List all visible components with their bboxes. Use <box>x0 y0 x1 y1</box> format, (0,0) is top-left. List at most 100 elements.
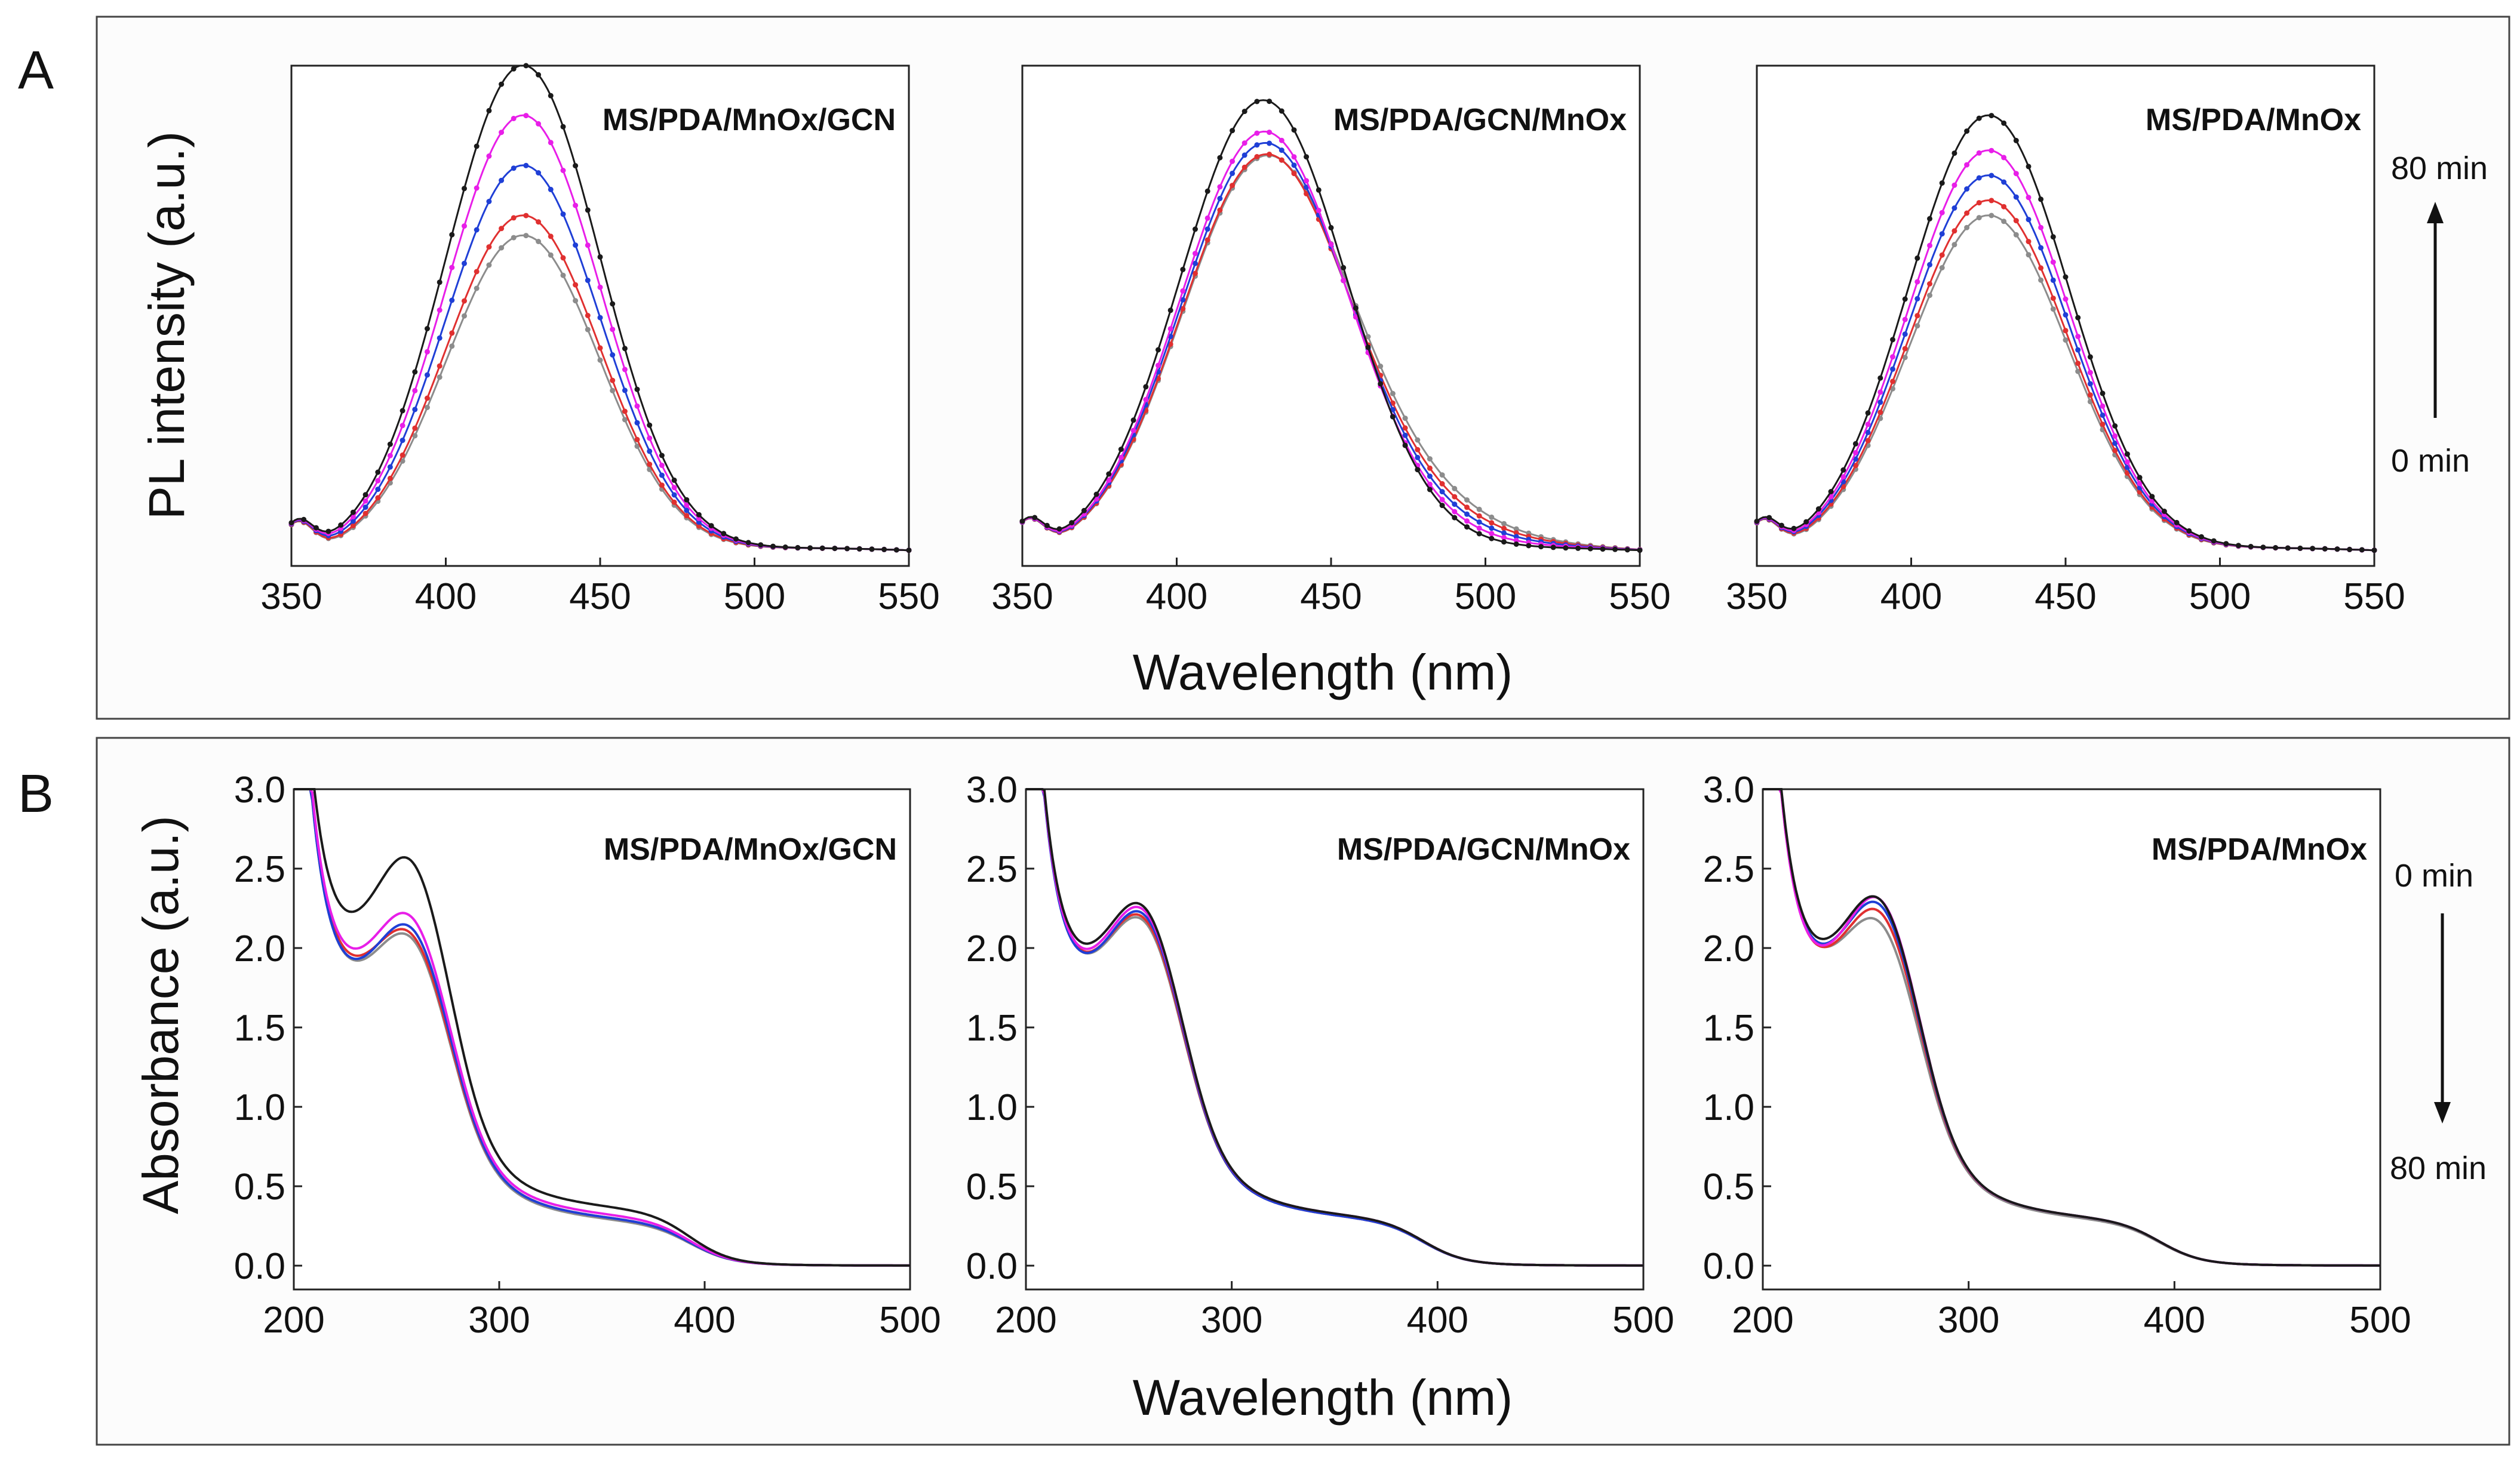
y-tick-label: 2.5 <box>1703 849 1754 890</box>
data-point <box>1464 524 1470 530</box>
data-point <box>832 546 838 552</box>
data-point <box>2273 545 2279 550</box>
data-point <box>486 199 492 204</box>
data-point <box>1952 205 1957 211</box>
data-point <box>1230 158 1236 164</box>
data-point <box>2100 403 2106 409</box>
data-point <box>1513 526 1519 532</box>
data-point <box>1464 504 1470 510</box>
data-point <box>2260 544 2266 550</box>
data-point <box>2063 274 2069 280</box>
data-point <box>2013 137 2019 143</box>
data-point <box>1155 362 1161 368</box>
data-point <box>1452 494 1458 500</box>
data-point <box>671 485 677 491</box>
data-point <box>659 482 665 488</box>
data-point <box>1526 543 1532 549</box>
data-point <box>1865 421 1871 427</box>
x-tick-label: 500 <box>1612 1300 1674 1341</box>
plot-area <box>1025 788 1645 1291</box>
data-point <box>1754 518 1760 524</box>
data-point <box>2100 413 2106 418</box>
data-point <box>2112 423 2118 429</box>
data-point <box>671 492 677 498</box>
x-tick-label: 200 <box>1732 1300 1793 1341</box>
data-point <box>1241 152 1247 158</box>
data-point <box>622 387 628 393</box>
data-point <box>2063 337 2069 343</box>
data-point <box>350 523 356 528</box>
data-point <box>856 546 862 552</box>
data-point <box>1476 506 1482 512</box>
data-point <box>1989 147 1995 153</box>
data-point <box>1130 417 1136 423</box>
data-point <box>1180 266 1186 272</box>
data-point <box>2013 194 2019 200</box>
data-point <box>536 72 542 78</box>
data-point <box>412 407 418 413</box>
data-point <box>511 165 517 171</box>
data-point <box>1081 507 1087 513</box>
data-point <box>597 345 603 351</box>
data-point <box>1964 162 1970 168</box>
data-point <box>437 307 442 313</box>
data-point <box>647 448 653 454</box>
data-point <box>1402 432 1408 438</box>
y-tick-label: 2.0 <box>1703 928 1754 969</box>
data-point <box>708 523 714 529</box>
data-point <box>696 512 702 518</box>
data-point <box>2050 277 2056 283</box>
x-tick-label: 300 <box>1938 1300 1999 1341</box>
data-point <box>362 498 368 504</box>
x-tick-label: 500 <box>879 1300 941 1341</box>
data-point <box>1155 347 1161 353</box>
data-point <box>1865 429 1871 435</box>
data-point <box>573 163 579 169</box>
data-point <box>1890 366 1895 372</box>
data-point <box>1464 518 1470 524</box>
panel-b-y-axis-title: Absorbance (a.u.) <box>133 815 189 1214</box>
data-point <box>1427 473 1433 479</box>
data-point <box>1501 535 1507 540</box>
series-line <box>1026 788 1643 1267</box>
data-point <box>634 386 640 392</box>
x-tick-label: 550 <box>1609 576 1670 617</box>
data-point <box>1828 489 1834 494</box>
y-tick-label: 0.0 <box>1703 1246 1754 1287</box>
data-point <box>1877 410 1883 415</box>
data-point <box>1452 501 1458 507</box>
data-point <box>1291 162 1297 168</box>
data-point <box>437 335 442 341</box>
data-point <box>1902 316 1908 322</box>
sample-label: MS/PDA/MnOx <box>2146 103 2361 137</box>
data-point <box>486 262 492 268</box>
data-point <box>1254 142 1260 148</box>
data-point <box>1890 337 1895 343</box>
data-point <box>1550 544 1556 550</box>
data-point <box>610 352 616 358</box>
data-point <box>1378 364 1384 369</box>
panel-b-time-arrow <box>2434 913 2451 1124</box>
data-point <box>2013 171 2019 177</box>
y-tick-label: 2.5 <box>966 849 1018 890</box>
data-point <box>585 242 591 248</box>
data-point <box>412 425 418 431</box>
data-point <box>2359 547 2365 553</box>
data-point <box>425 395 430 401</box>
panel-b-label: B <box>18 764 54 824</box>
data-point <box>1964 128 1970 134</box>
data-point <box>2174 519 2180 525</box>
data-point <box>399 408 405 414</box>
data-point <box>1914 279 1920 285</box>
data-point <box>1130 427 1136 433</box>
data-point <box>881 546 887 552</box>
data-point <box>758 542 764 548</box>
y-tick-label: 1.0 <box>1703 1087 1754 1128</box>
data-point <box>1378 381 1384 387</box>
data-point <box>1106 471 1112 477</box>
data-point <box>844 546 850 552</box>
data-point <box>2087 370 2093 375</box>
data-point <box>2297 545 2303 551</box>
data-point <box>1415 467 1421 473</box>
panel-a-time-bottom: 0 min <box>2391 443 2470 479</box>
